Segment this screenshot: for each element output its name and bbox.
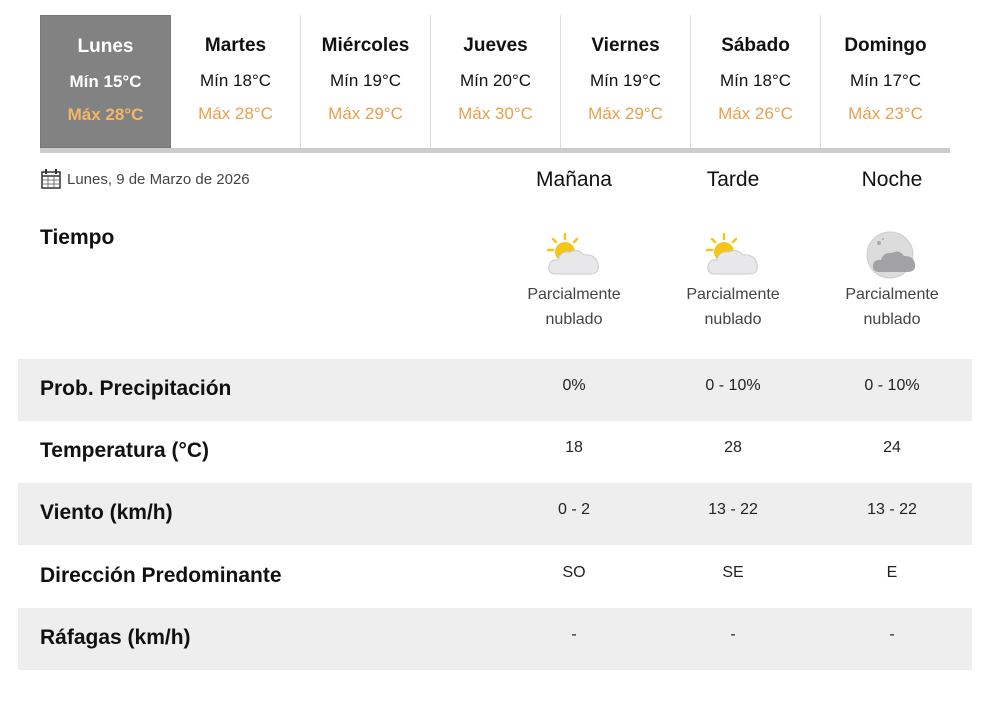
row-value: 28: [724, 439, 742, 456]
max-temp: Máx 28°C: [198, 104, 273, 123]
weather-tarde: Parcialmente nublado: [653, 230, 813, 332]
row-precipitacion: Prob. Precipitación 0% 0 - 10% 0 - 10%: [18, 359, 972, 421]
day-name: Domingo: [844, 35, 927, 56]
day-name: Martes: [204, 35, 267, 56]
max-temp: Máx 26°C: [718, 104, 793, 123]
row-value: 13 - 22: [867, 501, 917, 518]
date-text: Lunes, 9 de Marzo de 2026: [67, 170, 250, 188]
row-temperatura: Temperatura (°C) 18 28 24: [18, 421, 972, 483]
row-value: 0 - 10%: [705, 377, 761, 394]
column-noche: Noche: [861, 168, 923, 191]
min-temp: Mín 20°C: [459, 71, 532, 90]
weather-desc: Parcialmente: [527, 286, 621, 303]
row-label: Viento (km/h): [40, 501, 173, 524]
row-value: 0 - 10%: [864, 377, 920, 394]
tiempo-label: Tiempo: [40, 226, 115, 249]
day-tabs: Lunes Mín 15°C Máx 28°C Martes Mín 18°C Máx …: [40, 15, 950, 148]
row-direccion: Dirección Predominante SO SE E: [18, 546, 972, 608]
tab-jueves[interactable]: Jueves Mín 20°C Máx 30°C: [431, 15, 561, 148]
row-label: Dirección Predominante: [40, 564, 282, 587]
row-label: Ráfagas (km/h): [40, 626, 191, 649]
row-viento: Viento (km/h) 0 - 2 13 - 22 13 - 22: [18, 483, 972, 545]
day-name: Miércoles: [321, 35, 410, 56]
row-label: Prob. Precipitación: [40, 377, 232, 400]
row-value: 18: [565, 439, 583, 456]
tab-lunes[interactable]: Lunes Mín 15°C Máx 28°C: [40, 15, 171, 148]
row-label: Temperatura (°C): [40, 439, 210, 462]
partly-cloudy-day-icon: [546, 232, 599, 275]
tab-sabado[interactable]: Sábado Mín 18°C Máx 26°C: [691, 15, 821, 148]
weather-desc: nublado: [704, 311, 762, 328]
day-name: Jueves: [463, 35, 528, 56]
date-label: Lunes, 9 de Marzo de 2026: [40, 168, 250, 190]
calendar-icon: [41, 169, 61, 189]
max-temp: Máx 28°C: [67, 105, 144, 124]
row-value: E: [886, 564, 898, 581]
weather-noche: Parcialmente nublado: [812, 230, 972, 332]
row-value: 13 - 22: [708, 501, 758, 518]
row-value: -: [730, 626, 736, 643]
day-name: Lunes: [77, 36, 134, 57]
row-rafagas: Ráfagas (km/h) - - -: [18, 608, 972, 670]
partly-cloudy-day-icon: [705, 232, 758, 275]
row-value: SO: [562, 564, 586, 581]
max-temp: Máx 29°C: [328, 104, 403, 123]
tabs-underline: [40, 148, 950, 153]
min-temp: Mín 19°C: [589, 71, 662, 90]
min-temp: Mín 19°C: [329, 71, 402, 90]
column-manana: Mañana: [536, 168, 612, 191]
row-value: -: [571, 626, 577, 643]
row-value: -: [889, 626, 895, 643]
tab-viernes[interactable]: Viernes Mín 19°C Máx 29°C: [561, 15, 691, 148]
tab-miercoles[interactable]: Miércoles Mín 19°C Máx 29°C: [301, 15, 431, 148]
weather-desc: Parcialmente: [686, 286, 780, 303]
max-temp: Máx 23°C: [848, 104, 923, 123]
tab-martes[interactable]: Martes Mín 18°C Máx 28°C: [171, 15, 301, 148]
min-temp: Mín 18°C: [199, 71, 272, 90]
max-temp: Máx 30°C: [458, 104, 533, 123]
day-name: Viernes: [591, 35, 660, 56]
min-temp: Mín 17°C: [849, 71, 922, 90]
tab-domingo[interactable]: Domingo Mín 17°C Máx 23°C: [821, 15, 950, 148]
min-temp: Mín 15°C: [69, 72, 142, 91]
weather-manana: Parcialmente nublado: [494, 230, 654, 332]
row-value: 0 - 2: [557, 501, 590, 518]
day-name: Sábado: [721, 35, 790, 56]
min-temp: Mín 18°C: [719, 71, 792, 90]
weather-desc: nublado: [863, 311, 921, 328]
row-value: 24: [883, 439, 901, 456]
partly-cloudy-night-icon: [866, 231, 916, 279]
column-tarde: Tarde: [706, 168, 760, 191]
weather-desc: Parcialmente: [845, 286, 939, 303]
weather-desc: nublado: [545, 311, 603, 328]
max-temp: Máx 29°C: [588, 104, 663, 123]
row-value: 0%: [562, 377, 586, 394]
row-value: SE: [722, 564, 744, 581]
